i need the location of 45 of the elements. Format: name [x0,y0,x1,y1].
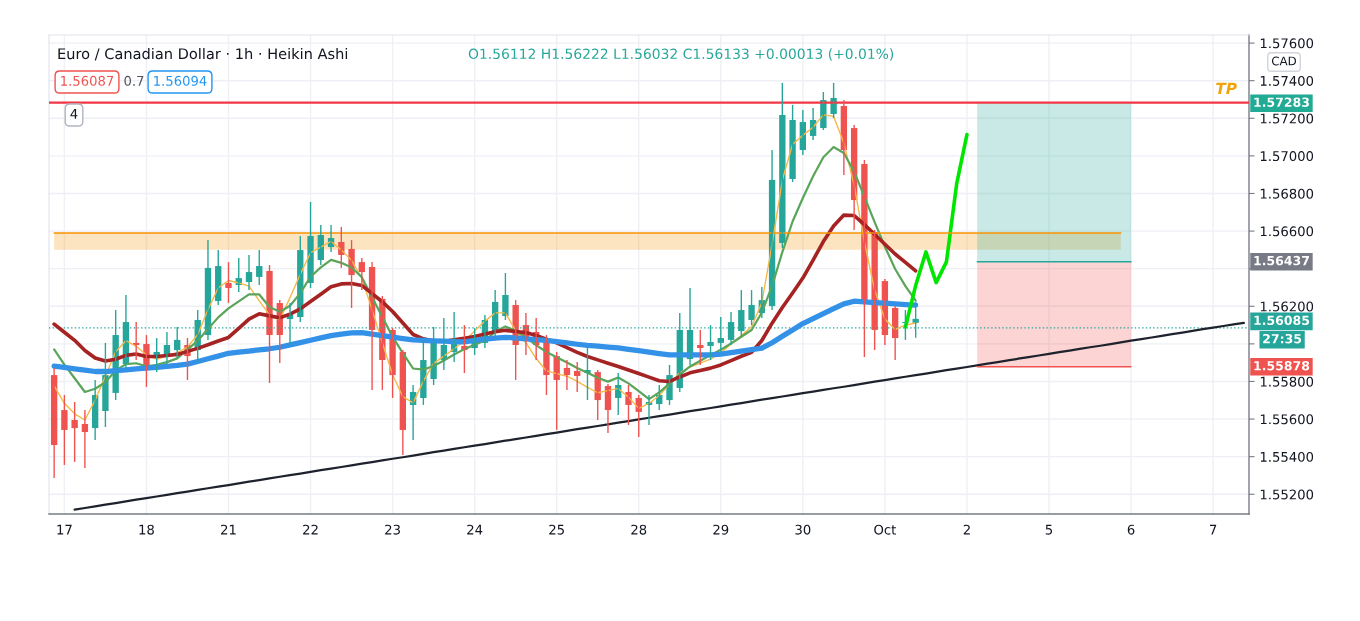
x-tick-label: 24 [467,524,483,535]
y-tick-label: 1.57000 [1260,151,1314,162]
annotation: 4 [70,109,78,119]
y-axis-title: CAD [1271,56,1297,66]
y-tick-label: 1.57600 [1260,38,1314,49]
y-tick-label: 1.56200 [1260,301,1314,312]
x-tick-label: 7 [1209,524,1217,535]
y-tick-label: 1.57400 [1260,75,1314,86]
x-tick-label: 5 [1045,524,1053,535]
line-series [73,321,1245,511]
y-tick-label: 1.57200 [1260,113,1314,124]
candlestick [61,394,68,466]
candlestick [71,401,78,463]
candlestick [748,289,755,326]
x-tick-label: 17 [57,524,72,535]
x-tick-label: 22 [303,524,318,535]
x-tick-label: 30 [795,524,811,535]
text: O1.56112 H1.56222 L1.56032 C1.56133 +0.00013 (+0.01%) [468,48,894,61]
annotation: 1.56094 [154,75,207,86]
y-tick-label: 1.56600 [1260,226,1314,237]
x-tick-label: 2 [963,524,970,535]
y-tick-label: 1.55800 [1260,376,1314,387]
y-tick-label: 1.55200 [1260,489,1314,500]
y-tick-label: 1.56800 [1260,188,1314,199]
candlestick [225,261,232,304]
x-tick-label: Oct [874,524,896,535]
x-tick-label: 21 [221,524,236,535]
annotation: 0.7 [124,75,144,86]
x-tick-label: 28 [631,524,647,535]
y-tick-label: 1.55400 [1260,451,1314,462]
text: 27:35 [1263,333,1302,344]
y-tick-label: 1.55600 [1260,414,1314,425]
x-tick-label: 23 [385,524,400,535]
x-tick-label: 29 [713,524,729,535]
x-tick-label: 25 [549,524,564,535]
x-tick-label: 18 [139,524,154,535]
text: 1.56085 [1254,315,1310,326]
text: 1.56437 [1254,255,1309,266]
text: Euro / Canadian Dollar · 1h · Heikin Ashi [58,47,348,61]
annotation: 1.56087 [61,75,114,86]
ref-line-label: TP [1216,82,1237,94]
text: 1.57283 [1254,97,1309,107]
line-series [903,132,969,329]
x-tick-label: 6 [1127,524,1135,535]
text: 1.55878 [1254,360,1310,371]
